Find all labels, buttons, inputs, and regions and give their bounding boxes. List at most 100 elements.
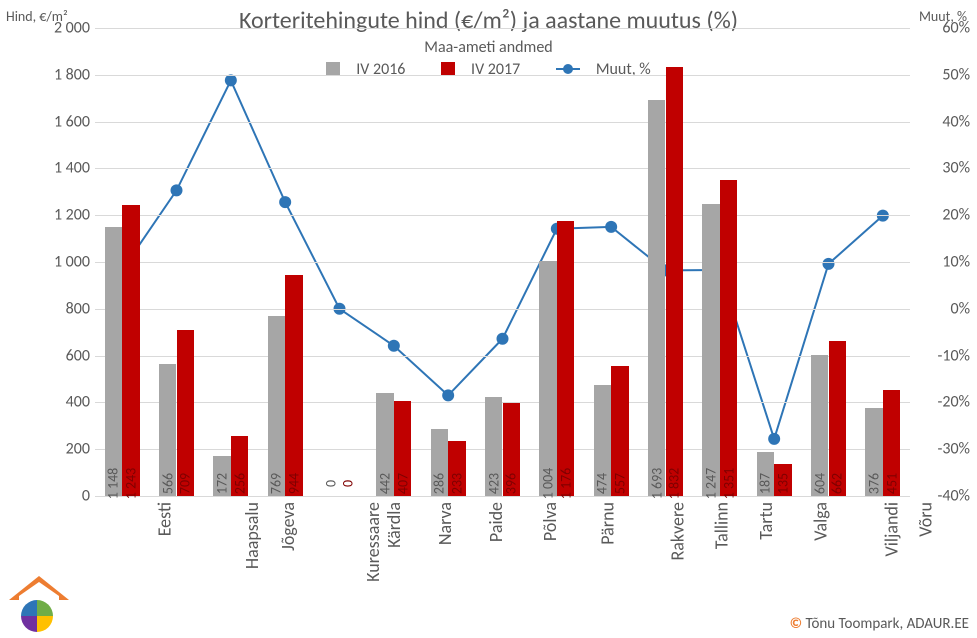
plot-area: 1 1481 243566709172256769944004424072862…	[95, 28, 910, 496]
x-tick: Kuressaare	[362, 502, 384, 582]
y2-tick: 40%	[915, 112, 970, 131]
bar-value-a: 286	[431, 473, 448, 494]
credit-text: © Tõnu Toompark, ADAUR.EE	[786, 614, 973, 634]
y1-tick: 1 600	[10, 112, 90, 131]
grid-line	[95, 215, 910, 216]
x-tick: Valga	[810, 502, 832, 541]
y1-tick: 2 000	[10, 19, 90, 38]
bar-value-b: 1 176	[557, 468, 574, 500]
bar-series-b	[122, 205, 140, 496]
bar-series-a	[105, 227, 123, 496]
line-marker	[388, 340, 400, 352]
grid-line	[95, 75, 910, 76]
bar-value-b: 1 243	[122, 468, 139, 500]
y2-tick: -10%	[915, 346, 970, 365]
bar-value-b: 233	[448, 473, 465, 494]
grid-line	[95, 309, 910, 310]
y1-tick: 200	[10, 440, 90, 459]
bar-value-b: 557	[611, 473, 628, 494]
bar-series-a	[648, 100, 666, 496]
y1-tick: 1 800	[10, 65, 90, 84]
x-tick: Paide	[485, 502, 507, 542]
x-tick: Kärdla	[382, 502, 404, 548]
bar-value-b: 1 351	[720, 468, 737, 500]
y1-tick: 0	[10, 487, 90, 506]
y2-tick: 60%	[915, 19, 970, 38]
x-tick: Pärnu	[597, 502, 619, 545]
bar-value-a: 1 148	[105, 468, 122, 500]
bar-value-a: 604	[811, 473, 828, 494]
copyright-icon: ©	[790, 615, 803, 633]
bar-series-b	[177, 330, 195, 496]
bar-series-b	[557, 221, 575, 496]
line-marker	[497, 333, 509, 345]
bar-value-a: 376	[866, 473, 883, 494]
bar-series-a	[268, 316, 286, 496]
bar-value-b: 407	[394, 473, 411, 494]
bar-value-a: 1 247	[703, 468, 720, 500]
grid-line	[95, 262, 910, 263]
grid-line	[95, 122, 910, 123]
line-marker	[225, 74, 237, 86]
bar-value-a: 1 693	[648, 468, 665, 500]
y1-tick: 1 200	[10, 206, 90, 225]
bar-value-b: 256	[231, 473, 248, 494]
bar-value-a: 442	[377, 473, 394, 494]
bar-value-a: 769	[268, 473, 285, 494]
bar-value-b: 1 832	[666, 468, 683, 500]
x-tick: Viljandi	[880, 502, 902, 556]
line-path	[122, 80, 883, 438]
line-marker	[823, 258, 835, 270]
x-tick: Rakvere	[667, 502, 689, 560]
y2-tick: 30%	[915, 159, 970, 178]
bar-series-b	[285, 275, 303, 496]
bar-value-a: 423	[485, 473, 502, 494]
grid-line	[95, 28, 910, 29]
x-tick: Jõgeva	[277, 502, 299, 551]
x-tick: Eesti	[153, 502, 175, 536]
y2-tick: -20%	[915, 393, 970, 412]
bar-value-a: 172	[214, 473, 231, 494]
x-tick: Võru	[915, 502, 937, 537]
bar-series-b	[720, 180, 738, 496]
bar-value-b: 709	[177, 473, 194, 494]
y2-tick: 10%	[915, 253, 970, 272]
y2-tick: -30%	[915, 440, 970, 459]
bar-value-b: 135	[774, 473, 791, 494]
bar-series-b	[666, 67, 684, 496]
grid-line	[95, 496, 910, 497]
bar-series-a	[702, 204, 720, 496]
grid-line	[95, 356, 910, 357]
y2-tick: 50%	[915, 65, 970, 84]
line-marker	[279, 196, 291, 208]
x-tick: Tartu	[755, 502, 777, 540]
bar-value-b: 662	[829, 473, 846, 494]
y1-tick: 800	[10, 299, 90, 318]
bar-value-a: 0	[322, 480, 339, 487]
bar-value-b: 451	[883, 473, 900, 494]
y1-tick: 600	[10, 346, 90, 365]
bar-value-a: 474	[594, 473, 611, 494]
y2-tick: 0%	[915, 299, 970, 318]
bar-value-b: 0	[340, 480, 357, 487]
y1-tick: 1 000	[10, 253, 90, 272]
chart-root: Korteritehingute hind (€/m²) ja aastane …	[0, 0, 977, 638]
bar-value-b: 396	[503, 473, 520, 494]
y1-tick: 1 400	[10, 159, 90, 178]
y1-tick: 400	[10, 393, 90, 412]
x-tick: Haapsalu	[241, 502, 263, 569]
line-marker	[171, 184, 183, 196]
x-tick: Põlva	[539, 502, 561, 541]
x-tick: Tallinn	[710, 502, 732, 549]
bar-value-a: 566	[159, 473, 176, 494]
line-marker	[768, 433, 780, 445]
line-marker	[605, 221, 617, 233]
x-tick: Narva	[434, 502, 456, 545]
credit-label: Tõnu Toompark, ADAUR.EE	[802, 615, 969, 633]
bar-series-a	[539, 261, 557, 496]
bar-value-a: 187	[757, 473, 774, 494]
bar-value-b: 944	[285, 473, 302, 494]
line-marker	[442, 389, 454, 401]
bar-value-a: 1 004	[540, 468, 557, 500]
y2-tick: 20%	[915, 206, 970, 225]
